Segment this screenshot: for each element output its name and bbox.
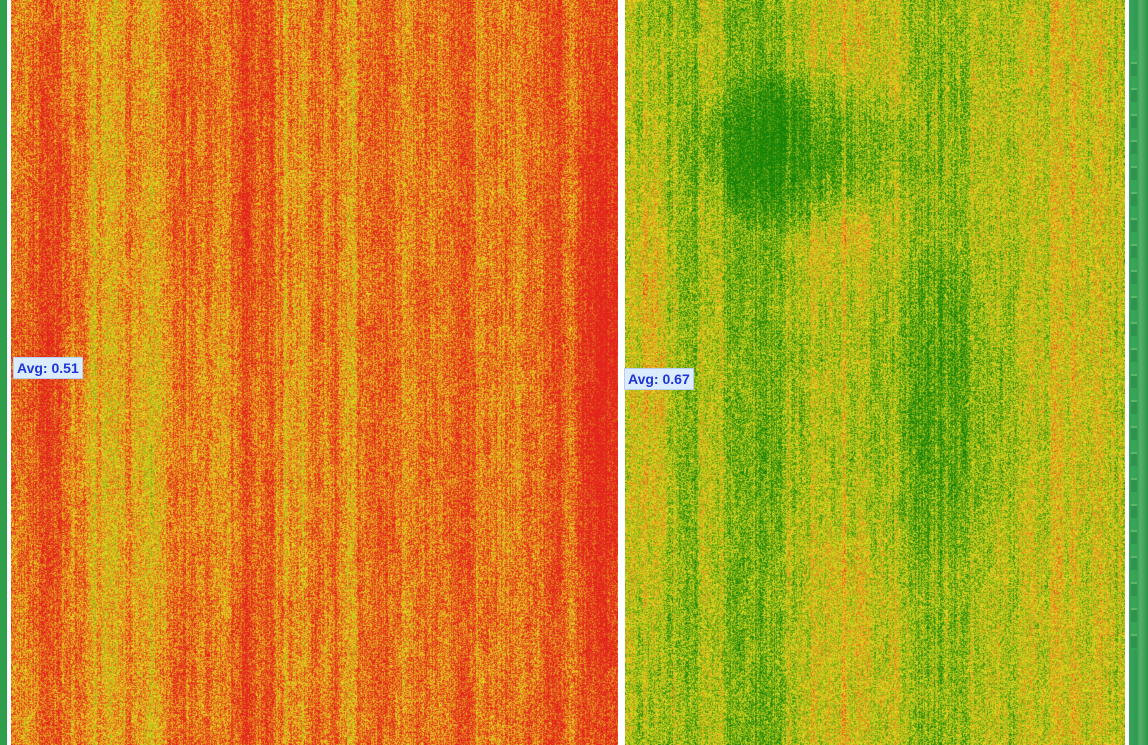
plot-boundary-line (1125, 0, 1129, 745)
field-plot-west[interactable] (11, 0, 618, 745)
plot-boundary-line (7, 0, 11, 745)
ndvi-raster-west (11, 0, 618, 745)
plot-average-label[interactable]: Avg: 0.67 (624, 368, 694, 390)
field-plot-east[interactable] (625, 0, 1125, 745)
plot-boundary-line (618, 0, 625, 745)
ndvi-raster-east (625, 0, 1125, 745)
adjacent-field-strip (1129, 0, 1148, 745)
plot-average-label[interactable]: Avg: 0.51 (13, 357, 83, 379)
